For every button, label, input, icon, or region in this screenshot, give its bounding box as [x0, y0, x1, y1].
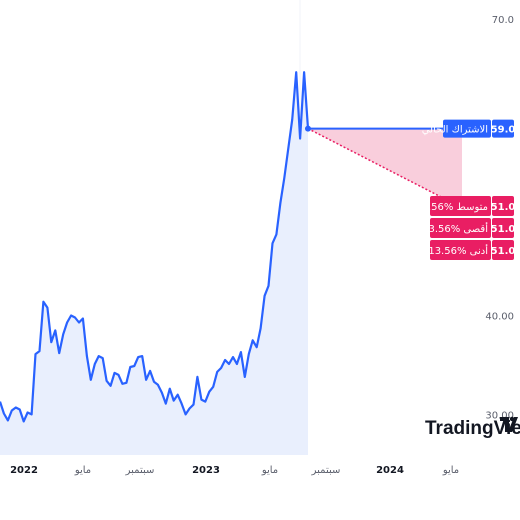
target-projection-line — [307, 127, 463, 209]
current-value-text: 59.0 — [491, 125, 516, 136]
target-value-tag — [492, 196, 514, 216]
current-label-tag — [443, 119, 491, 138]
tradingview-tv-icon — [500, 416, 518, 432]
target-label-tag — [430, 240, 491, 260]
x-axis: 2022 مايو سبتمبر 2023 مايو سبتمبر 2024 مايو — [10, 465, 459, 476]
x-tick-label: 2024 — [376, 465, 404, 476]
target-label-text: -13.56% أدنى — [425, 244, 488, 257]
forecast-layer — [307, 127, 463, 209]
x-tick-label: مايو — [74, 465, 91, 476]
price-line — [0, 71, 310, 423]
target-label-tag — [430, 196, 491, 216]
current-label-text: الاشتراك الحالي — [422, 125, 488, 136]
target-value-text: 51.0 — [491, 224, 516, 235]
target-label-text: -13.56% متوسط — [412, 202, 488, 213]
target-label-text: -13.56% أقصى — [419, 222, 489, 235]
target-value-tag — [492, 240, 514, 260]
y-axis: 70.0 40.00 30.00 — [485, 15, 514, 422]
x-tick-label: سبتمبر — [311, 465, 341, 476]
x-tick-label: مايو — [261, 465, 278, 476]
price-area — [0, 72, 308, 455]
y-tick-label: 70.0 — [492, 15, 514, 26]
x-tick-label: سبتمبر — [125, 465, 155, 476]
target-value-tag — [492, 218, 514, 238]
tradingview-logo: TradingView — [425, 416, 520, 439]
current-price-point — [305, 125, 311, 132]
x-tick-label: 2022 — [10, 465, 38, 476]
y-tick-label: 40.00 — [485, 312, 514, 323]
target-value-text: 51.0 — [491, 246, 516, 257]
y-tick-label: 30.00 — [485, 410, 514, 421]
price-tags: الاشتراك الحالي 59.0-13.56% متوسط 51.0-13.… — [412, 119, 516, 260]
target-value-text: 51.0 — [491, 202, 516, 213]
current-value-tag — [492, 119, 514, 138]
x-tick-label: 2023 — [192, 465, 220, 476]
logo-wordmark: TradingView — [425, 418, 520, 439]
price-area-layer — [0, 72, 308, 455]
price-line-layer — [0, 71, 311, 423]
x-tick-label: مايو — [442, 465, 459, 476]
target-label-tag — [430, 218, 491, 238]
